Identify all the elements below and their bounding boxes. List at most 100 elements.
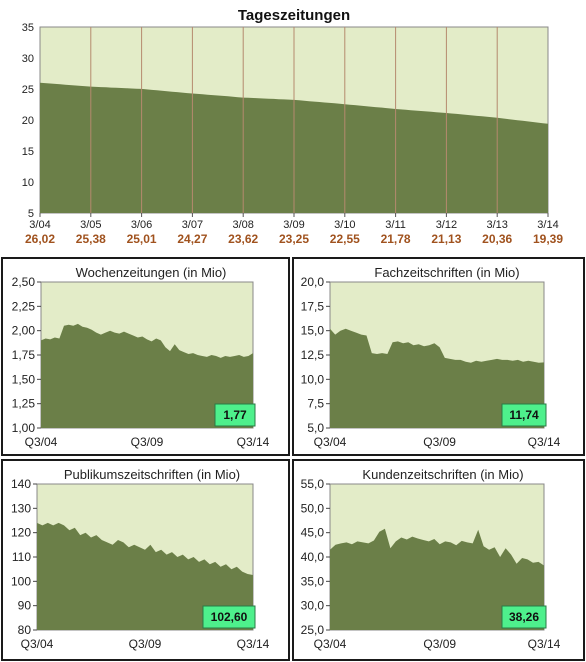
y-tick-label: 15	[22, 146, 34, 158]
data-label: 25,38	[76, 232, 106, 246]
fachzeitschriften-chart: Fachzeitschriften (in Mio) 5,0 7,5 10,0 12,5…	[292, 257, 585, 456]
y-tick-label: 1,75	[12, 348, 36, 362]
series-area	[330, 528, 544, 630]
y-tick-label: 1,25	[12, 397, 36, 411]
y-tick-label: 5	[28, 208, 34, 220]
kundenzeitschriften-chart: Kundenzeitschriften (in Mio) 25,0 30,0 35,0…	[292, 459, 585, 661]
publikumszeitschriften-chart: Publikumszeitschriften (in Mio) 80 90 100 11…	[1, 459, 290, 661]
y-tick-label: 17,5	[301, 299, 325, 313]
data-label: 21,13	[431, 232, 461, 246]
data-label: 21,78	[381, 232, 411, 246]
y-tick-label: 130	[11, 501, 31, 515]
y-tick-label: 10	[22, 177, 34, 189]
y-tick-label: 2,50	[12, 275, 36, 289]
value-badge	[202, 605, 256, 629]
x-tick-label: 3/09	[283, 219, 304, 231]
y-tick-label: 35	[22, 22, 34, 34]
y-tick-label: 10,0	[301, 372, 325, 386]
y-tick-label: 15,0	[301, 324, 325, 338]
x-tick-label: 3/12	[436, 219, 457, 231]
wochenzeitungen-chart-svg: Wochenzeitungen (in Mio) 1,00 1,25 1,50 1,75…	[12, 263, 270, 449]
value-badge-label: 102,60	[211, 610, 248, 624]
x-tick-label: 3/11	[385, 219, 406, 231]
wochenzeitungen-chart: Wochenzeitungen (in Mio) 1,00 1,25 1,50 1,75…	[1, 257, 290, 456]
title-box	[49, 465, 255, 483]
tageszeitungen-chart: Tageszeitungen 5 10 15 20 25 30 35 3/04 26,02 3/05…	[0, 0, 586, 255]
y-tick-label: 20	[22, 115, 34, 127]
series-area	[37, 522, 253, 630]
data-label: 23,25	[279, 232, 309, 246]
x-tick-label: 3/14	[537, 219, 558, 231]
y-tick-label: 2,25	[12, 299, 36, 313]
publikumszeitschriften-chart-svg: Publikumszeitschriften (in Mio) 80 90 100 11…	[11, 465, 270, 651]
x-tick-label: 3/10	[334, 219, 355, 231]
y-tick-label: 25	[22, 84, 34, 96]
title-box	[340, 465, 546, 483]
chart-title: Wochenzeitungen (in Mio)	[76, 265, 227, 280]
kundenzeitschriften-chart-svg: Kundenzeitschriften (in Mio) 25,0 30,0 35,0…	[301, 465, 561, 651]
x-tick-label: Q3/14	[528, 435, 561, 449]
y-tick-label: 120	[11, 526, 31, 540]
x-tick-label: Q3/14	[237, 637, 270, 651]
x-tick-label: 3/08	[232, 219, 253, 231]
x-tick-label: Q3/14	[237, 435, 270, 449]
chart-title: Publikumszeitschriften (in Mio)	[64, 467, 240, 482]
y-tick-label: 12,5	[301, 348, 325, 362]
data-label: 24,27	[177, 232, 207, 246]
y-tick-label: 1,50	[12, 372, 36, 386]
y-tick-label: 55,0	[301, 477, 325, 491]
y-tick-label: 5,0	[307, 421, 324, 435]
value-badge-label: 38,26	[509, 610, 539, 624]
series-area	[41, 323, 253, 428]
y-tick-label: 7,5	[307, 397, 324, 411]
x-tick-label: Q3/09	[129, 637, 162, 651]
x-tick-label: Q3/04	[21, 637, 54, 651]
data-label: 25,01	[127, 232, 157, 246]
y-tick-label: 20,0	[301, 275, 325, 289]
y-tick-label: 45,0	[301, 526, 325, 540]
x-tick-label: 3/06	[131, 219, 152, 231]
y-tick-label: 35,0	[301, 574, 325, 588]
title-box	[61, 263, 241, 281]
value-badge-label: 11,74	[509, 408, 539, 422]
y-tick-label: 110	[12, 550, 31, 564]
y-tick-label: 80	[18, 623, 32, 637]
y-tick-label: 25,0	[301, 623, 325, 637]
chart-title: Tageszeitungen	[238, 7, 350, 24]
y-tick-label: 1,00	[12, 421, 36, 435]
y-tick-label: 90	[18, 599, 32, 613]
x-tick-label: 3/05	[80, 219, 101, 231]
x-tick-label: Q3/14	[528, 637, 561, 651]
y-tick-label: 50,0	[301, 501, 325, 515]
x-tick-label: 3/04	[29, 219, 50, 231]
x-tick-label: Q3/04	[314, 637, 347, 651]
fachzeitschriften-chart-svg: Fachzeitschriften (in Mio) 5,0 7,5 10,0 12,5…	[301, 263, 561, 449]
x-tick-label: Q3/09	[131, 435, 164, 449]
data-label: 22,55	[330, 232, 360, 246]
data-label: 20,36	[482, 232, 512, 246]
x-tick-label: Q3/04	[25, 435, 58, 449]
data-label: 19,39	[533, 232, 563, 246]
x-tick-label: 3/07	[182, 219, 203, 231]
value-badge	[501, 403, 547, 427]
value-badge	[501, 605, 547, 629]
chart-title: Kundenzeitschriften (in Mio)	[362, 467, 523, 482]
y-tick-label: 40,0	[301, 550, 325, 564]
x-tick-label: 3/13	[486, 219, 507, 231]
x-tick-label: Q3/04	[314, 435, 347, 449]
y-tick-label: 100	[11, 574, 31, 588]
y-tick-label: 30,0	[301, 599, 325, 613]
y-tick-label: 2,00	[12, 324, 36, 338]
chart-title: Fachzeitschriften (in Mio)	[374, 265, 519, 280]
series-area	[330, 328, 544, 428]
x-tick-label: Q3/09	[423, 637, 456, 651]
y-tick-label: 30	[22, 53, 34, 65]
data-label: 23,62	[228, 232, 258, 246]
title-box	[352, 263, 542, 281]
value-badge	[214, 403, 256, 427]
data-label: 26,02	[25, 232, 55, 246]
y-tick-label: 140	[11, 477, 31, 491]
x-tick-label: Q3/09	[423, 435, 456, 449]
value-badge-label: 1,77	[223, 408, 247, 422]
